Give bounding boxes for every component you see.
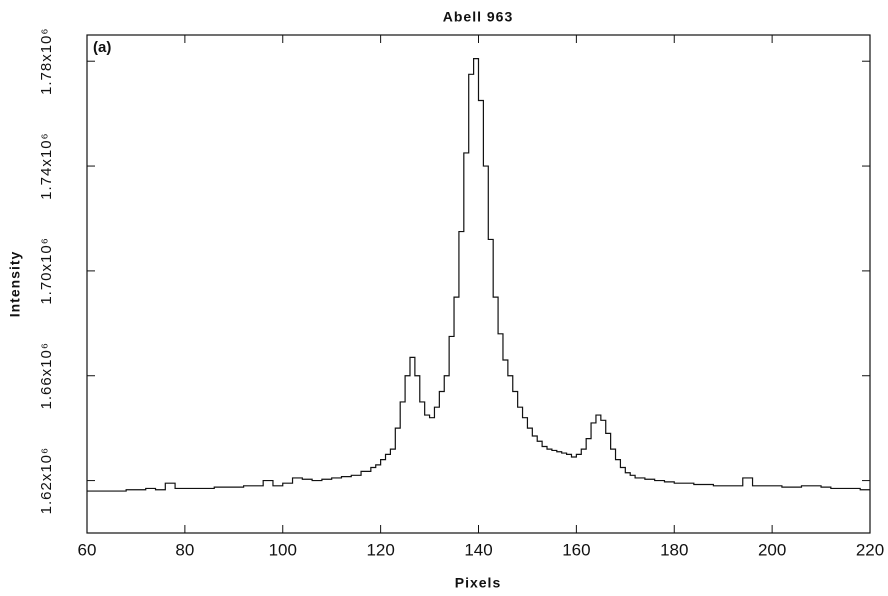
y-axis-label: Intensity [7,251,23,318]
x-tick-label: 120 [366,540,394,559]
intensity-line [87,57,870,492]
plot-frame [86,34,871,534]
y-tick-label: 1.70x10⁶ [38,237,55,305]
x-tick-label: 200 [758,540,786,559]
chart-title: Abell 963 [443,9,513,25]
x-tick-label: 220 [856,540,884,559]
y-tick-label: 1.66x10⁶ [38,342,55,410]
x-tick-label: 100 [269,540,297,559]
y-tick-label: 1.62x10⁶ [38,447,55,515]
x-tick-label: 60 [78,540,97,559]
panel-label: (a) [93,39,111,56]
x-tick-label: 180 [660,540,688,559]
y-tick-label: 1.78x10⁶ [38,27,55,95]
y-tick-label: 1.74x10⁶ [38,132,55,200]
x-tick-label: 140 [464,540,492,559]
x-axis-label: Pixels [455,575,501,591]
x-tick-label: 160 [562,540,590,559]
x-tick-label: 80 [175,540,194,559]
